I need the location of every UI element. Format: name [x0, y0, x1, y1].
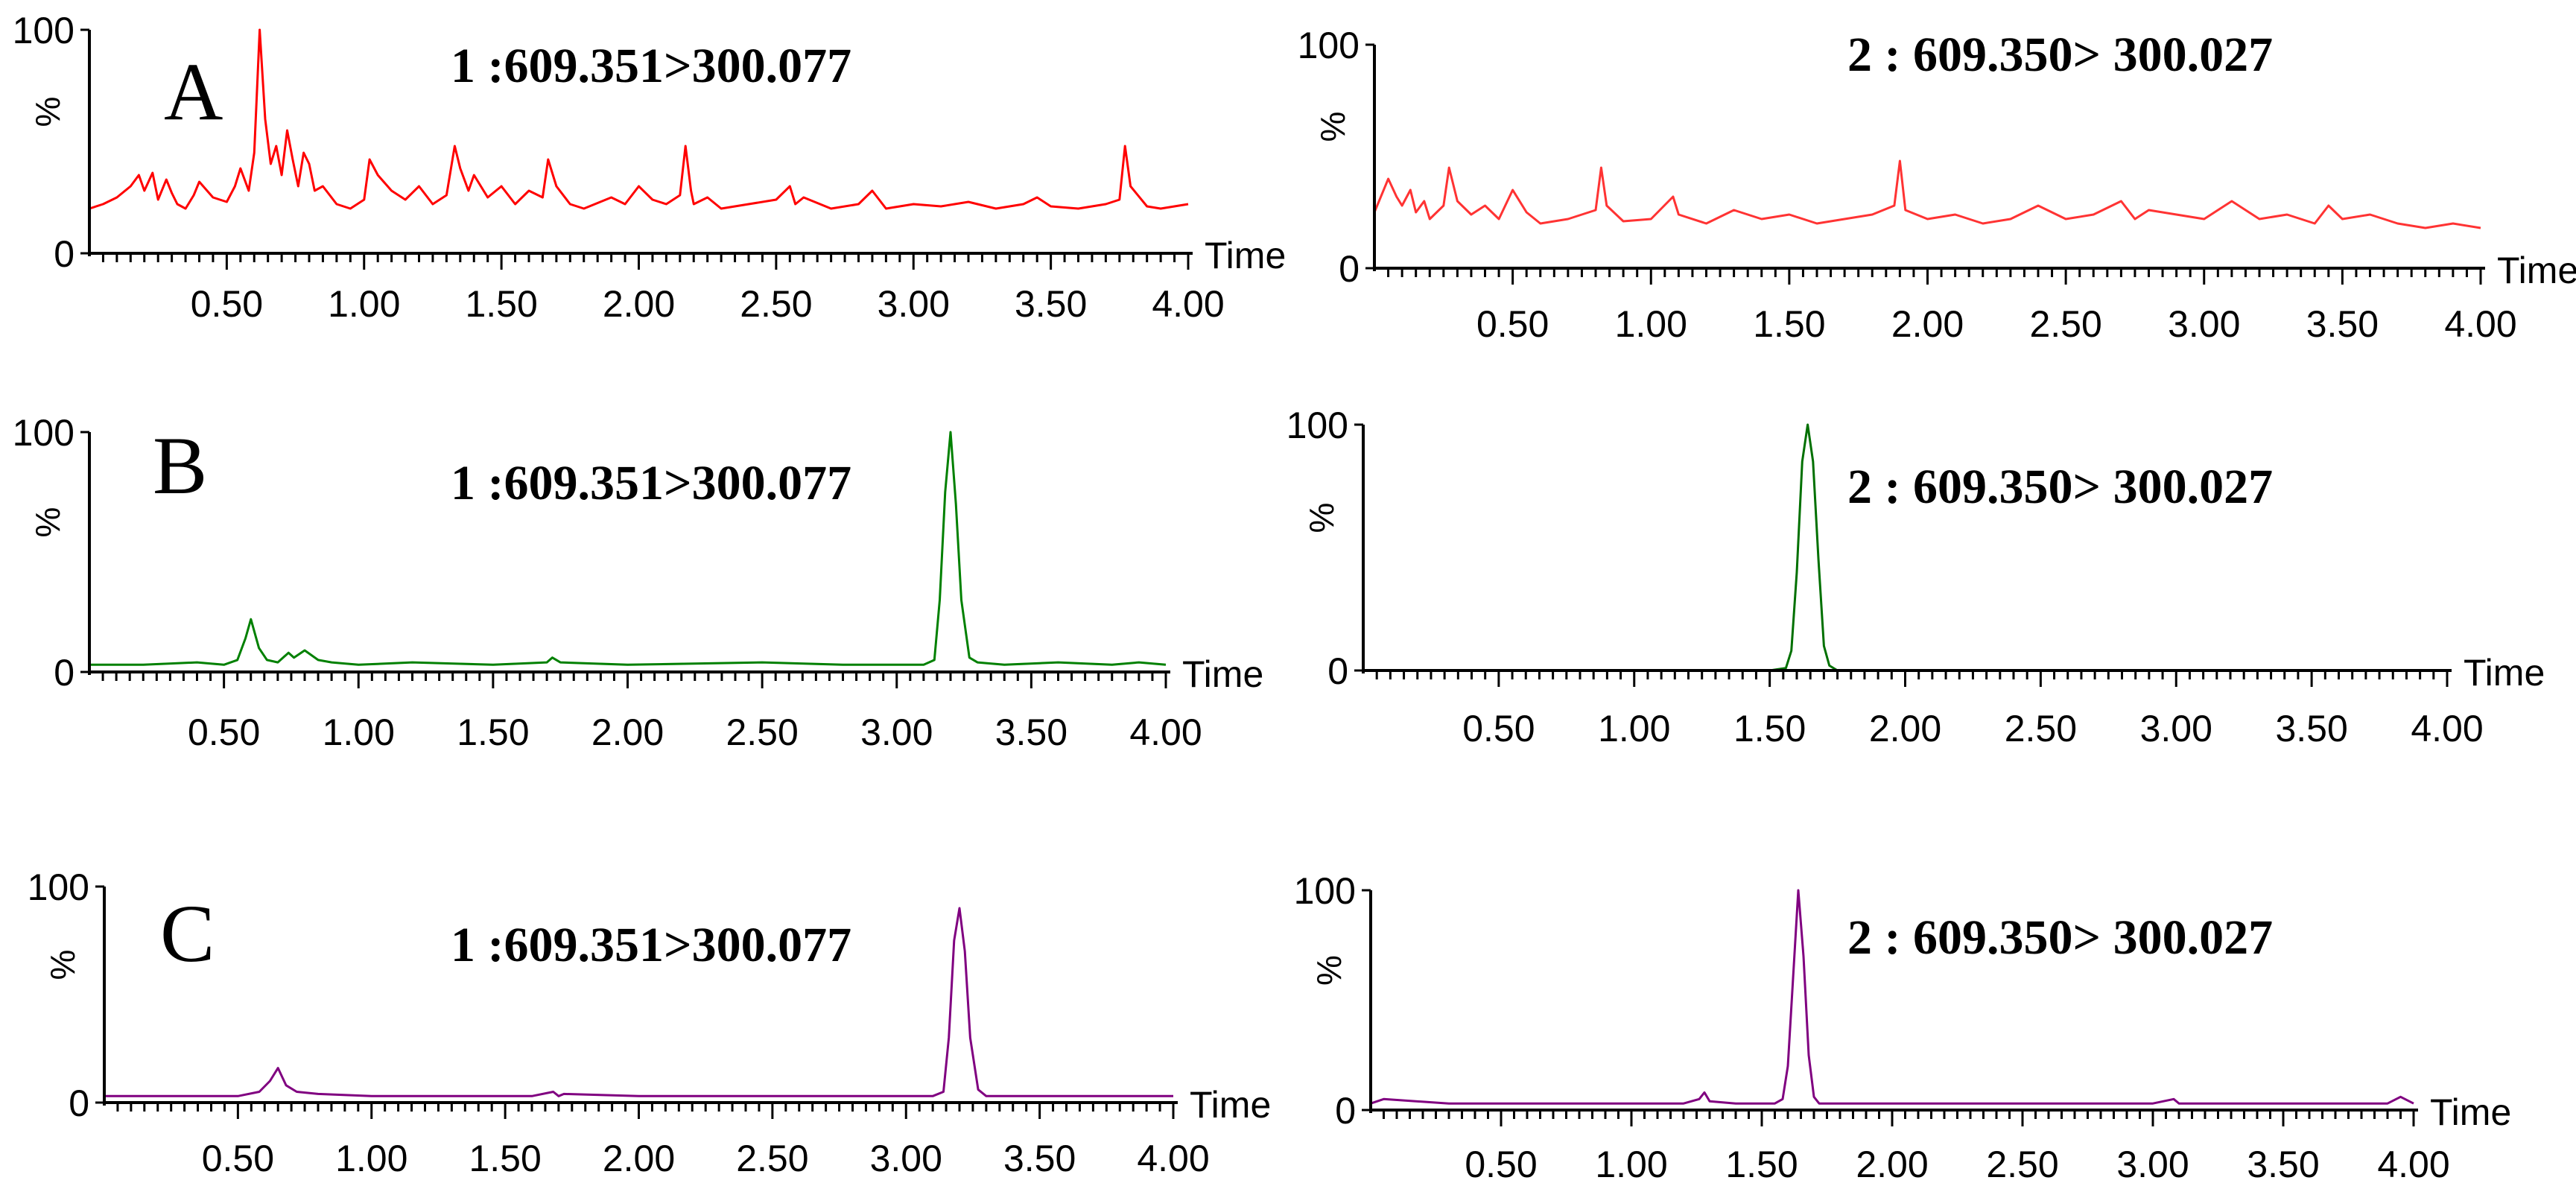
y-tick-label: 100 — [1287, 405, 1348, 446]
x-tick-label: 0.50 — [188, 711, 260, 753]
trace-line — [104, 907, 1173, 1097]
x-tick-label: 2.00 — [603, 1138, 675, 1179]
y-axis-label: % — [43, 950, 82, 980]
chart-panels: 0.50 1.00 1.50 2.00 2.50 3.00 3.50 4.00 0 100% Tim… — [13, 10, 2576, 1185]
x-tick-label: 2.50 — [2029, 303, 2101, 345]
x-tick-label: 3.00 — [878, 283, 950, 325]
trace-line — [1373, 159, 2481, 229]
transition-label: 2 : 609.350> 300.027 — [1847, 28, 2273, 82]
x-tick-label: 1.00 — [323, 711, 395, 753]
x-tick-label: 1.50 — [1725, 1144, 1798, 1185]
y-tick-label: 0 — [1339, 248, 1360, 290]
x-tick-label: 4.00 — [2377, 1144, 2449, 1185]
x-tick-label: 1.50 — [469, 1138, 541, 1179]
trace-line — [89, 431, 1167, 666]
x-tick-label: 1.50 — [1733, 708, 1806, 749]
x-tick-label: 2.00 — [603, 283, 675, 325]
y-tick-label: 0 — [1327, 650, 1348, 692]
y-axis-label: % — [28, 507, 67, 538]
x-tick-label: 2.00 — [1856, 1144, 1928, 1185]
transition-label: 2 : 609.350> 300.027 — [1847, 910, 2273, 965]
x-tick-label: 3.50 — [2247, 1144, 2319, 1185]
x-tick-label: 3.50 — [2275, 708, 2347, 749]
x-tick-label: 3.00 — [860, 711, 933, 753]
y-tick-label: 100 — [1298, 25, 1360, 66]
x-tick-label: 2.00 — [1869, 708, 1941, 749]
x-tick-label: 2.50 — [726, 711, 798, 753]
x-tick-label: 4.00 — [1152, 283, 1224, 325]
transition-label: 2 : 609.350> 300.027 — [1847, 460, 2273, 514]
x-tick-label: 1.00 — [328, 283, 400, 325]
x-tick-label: 3.50 — [1015, 283, 1087, 325]
y-tick-label: 100 — [1294, 870, 1356, 912]
panel-letter-a: A — [164, 46, 223, 137]
x-tick-label: 0.50 — [1462, 708, 1535, 749]
chart-b-right: 0.50 1.00 1.50 2.00 2.50 3.00 3.50 4.00 0 100% Tim… — [1287, 405, 2545, 749]
x-tick-label: 1.50 — [465, 283, 537, 325]
x-tick-label: 0.50 — [202, 1138, 274, 1179]
x-tick-label: 0.50 — [1465, 1144, 1537, 1185]
y-axis-label: % — [28, 97, 67, 127]
x-axis-label: Time — [1205, 235, 1286, 276]
x-tick-label: 3.50 — [2306, 303, 2379, 345]
y-axis-label: % — [1310, 955, 1348, 986]
x-tick-label: 2.50 — [2005, 708, 2077, 749]
chart-c-left: 0.50 1.00 1.50 2.00 2.50 3.00 3.50 4.00 0 100% Tim… — [28, 866, 1272, 1179]
y-tick-label: 0 — [1335, 1090, 1356, 1132]
x-tick-label: 4.00 — [1137, 1138, 1209, 1179]
x-tick-label: 2.50 — [1986, 1144, 2058, 1185]
x-tick-label: 3.50 — [995, 711, 1067, 753]
x-tick-label: 3.00 — [2168, 303, 2240, 345]
x-tick-label: 2.00 — [591, 711, 664, 753]
x-tick-label: 4.00 — [1129, 711, 1202, 753]
x-tick-label: 2.50 — [740, 283, 812, 325]
x-tick-label: 1.00 — [1615, 303, 1687, 345]
chart-a-right: 0.50 1.00 1.50 2.00 2.50 3.00 3.50 4.00 0 100% Tim… — [1298, 25, 2576, 345]
x-tick-label: 4.00 — [2411, 708, 2483, 749]
panel-letter-c: C — [160, 888, 215, 979]
x-tick-label: 1.00 — [1595, 1144, 1667, 1185]
y-axis-label: % — [1313, 112, 1352, 142]
panel-letter-b: B — [153, 420, 207, 511]
x-tick-label: 1.50 — [1753, 303, 1825, 345]
chart-c-right: 0.50 1.00 1.50 2.00 2.50 3.00 3.50 4.00 0 100% Tim… — [1294, 870, 2512, 1185]
x-tick-label: 1.00 — [335, 1138, 407, 1179]
y-tick-label: 100 — [13, 412, 74, 454]
y-tick-label: 100 — [13, 10, 74, 51]
transition-label: 1 :609.351>300.077 — [451, 39, 851, 93]
x-tick-label: 1.50 — [457, 711, 529, 753]
x-axis-label: Time — [1182, 653, 1263, 695]
x-tick-label: 0.50 — [1476, 303, 1549, 345]
x-tick-label: 0.50 — [191, 283, 263, 325]
transition-label: 1 :609.351>300.077 — [451, 918, 851, 972]
y-tick-label: 0 — [54, 652, 74, 694]
y-tick-label: 100 — [28, 866, 89, 908]
x-axis-label: Time — [1190, 1084, 1271, 1126]
x-axis-label: Time — [2430, 1091, 2511, 1133]
y-axis-label: % — [1302, 503, 1341, 533]
x-tick-label: 3.00 — [2140, 708, 2212, 749]
x-tick-label: 2.50 — [736, 1138, 808, 1179]
x-tick-label: 3.00 — [2116, 1144, 2189, 1185]
y-tick-label: 0 — [54, 233, 74, 275]
trace-line — [1370, 889, 2414, 1105]
chart-a-left: 0.50 1.00 1.50 2.00 2.50 3.00 3.50 4.00 0 100% Tim… — [13, 10, 1287, 325]
trace-line — [89, 28, 1189, 210]
x-tick-label: 4.00 — [2444, 303, 2516, 345]
x-tick-label: 2.00 — [1891, 303, 1964, 345]
x-tick-label: 3.00 — [870, 1138, 942, 1179]
y-tick-label: 0 — [69, 1082, 89, 1124]
x-tick-label: 3.50 — [1003, 1138, 1076, 1179]
chart-b-left: 0.50 1.00 1.50 2.00 2.50 3.00 3.50 4.00 0 100% Tim… — [13, 412, 1264, 753]
x-tick-label: 1.00 — [1598, 708, 1670, 749]
transition-label: 1 :609.351>300.077 — [451, 456, 851, 510]
x-axis-label: Time — [2497, 250, 2576, 291]
x-axis-label: Time — [2464, 652, 2545, 694]
